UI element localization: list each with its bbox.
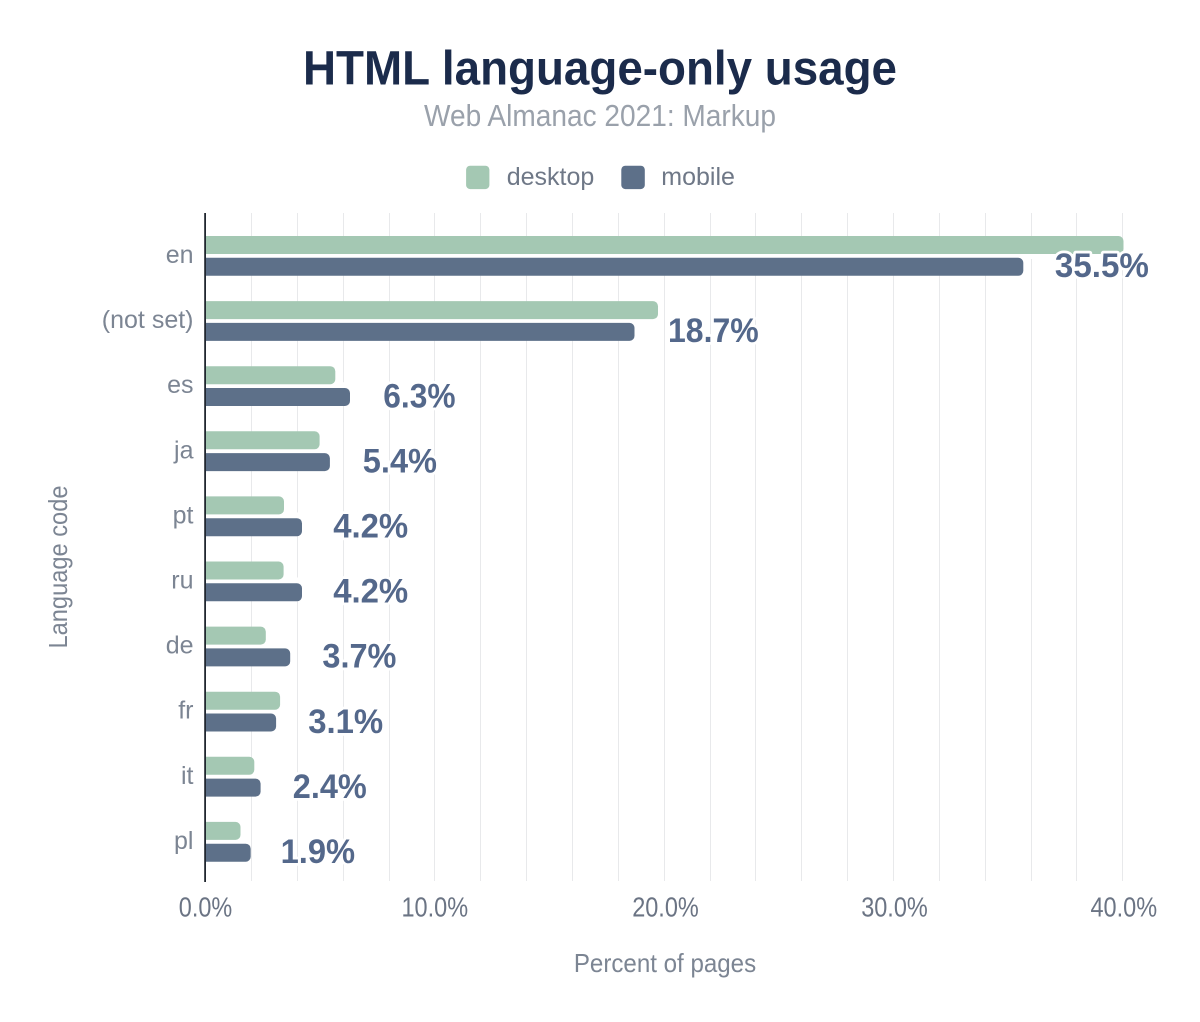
svg-text:2.4%: 2.4% [293,768,367,806]
svg-text:ja: ja [173,436,194,464]
svg-text:desktop: desktop [507,163,595,191]
svg-text:ru: ru [171,567,193,595]
svg-text:es: es [167,371,193,399]
svg-text:de: de [166,632,194,660]
svg-text:Web Almanac 2021: Markup: Web Almanac 2021: Markup [424,98,776,133]
svg-text:18.7%: 18.7% [668,312,759,350]
svg-text:fr: fr [178,697,193,725]
svg-text:3.7%: 3.7% [322,638,396,676]
svg-text:Language code: Language code [43,486,73,649]
svg-text:1.9%: 1.9% [281,833,356,871]
svg-text:6.3%: 6.3% [383,377,455,415]
svg-text:35.5%: 35.5% [1055,247,1149,285]
svg-text:40.0%: 40.0% [1091,892,1158,923]
svg-text:HTML language-only usage: HTML language-only usage [303,42,897,95]
svg-text:0.0%: 0.0% [179,892,232,923]
svg-text:Percent of pages: Percent of pages [574,948,756,978]
svg-text:4.2%: 4.2% [333,573,408,611]
svg-text:5.4%: 5.4% [363,442,437,480]
svg-text:20.0%: 20.0% [632,892,699,923]
svg-text:mobile: mobile [661,163,735,191]
svg-text:pt: pt [173,501,194,529]
svg-text:4.2%: 4.2% [333,508,408,546]
svg-text:it: it [181,762,194,790]
svg-text:pl: pl [174,827,193,855]
svg-text:(not set): (not set) [102,306,194,334]
svg-text:3.1%: 3.1% [308,703,383,741]
svg-text:en: en [166,241,194,269]
svg-text:30.0%: 30.0% [861,892,928,923]
svg-text:10.0%: 10.0% [402,892,469,923]
